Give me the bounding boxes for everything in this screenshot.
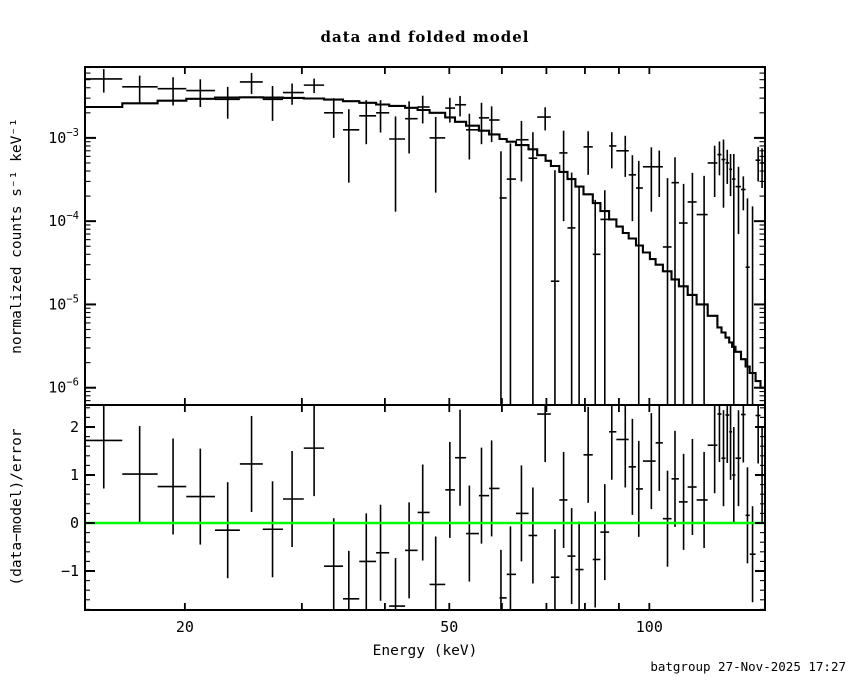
y-tick-label: 10−5 xyxy=(48,293,79,313)
main-panel-frame xyxy=(84,66,766,406)
residual-y-tick-label: 0 xyxy=(70,514,79,532)
credit-stamp: batgroup 27-Nov-2025 17:27 xyxy=(650,659,846,674)
x-tick-label: 100 xyxy=(636,618,663,636)
axis-tick-labels: 20 50 100 10−3 10−4 10−5 10−6 2 1 0 −1 xyxy=(48,127,663,636)
x-axis-label: Energy (keV) xyxy=(372,643,478,659)
x-tick-label: 50 xyxy=(440,618,458,636)
x-tick-label: 20 xyxy=(176,618,194,636)
y-tick-label: 10−3 xyxy=(48,127,79,147)
residual-y-tick-label: 2 xyxy=(70,418,79,436)
residual-y-tick-label: 1 xyxy=(70,466,79,484)
main-panel xyxy=(85,69,765,405)
y-tick-label: 10−6 xyxy=(48,377,79,397)
axis-ticks xyxy=(85,66,765,610)
plot-title: data and folded model xyxy=(320,28,530,46)
y-tick-label: 10−4 xyxy=(48,210,79,230)
residual-y-tick-label: −1 xyxy=(61,562,79,580)
model-curve xyxy=(85,96,765,394)
residual-panel-frame xyxy=(84,404,766,611)
